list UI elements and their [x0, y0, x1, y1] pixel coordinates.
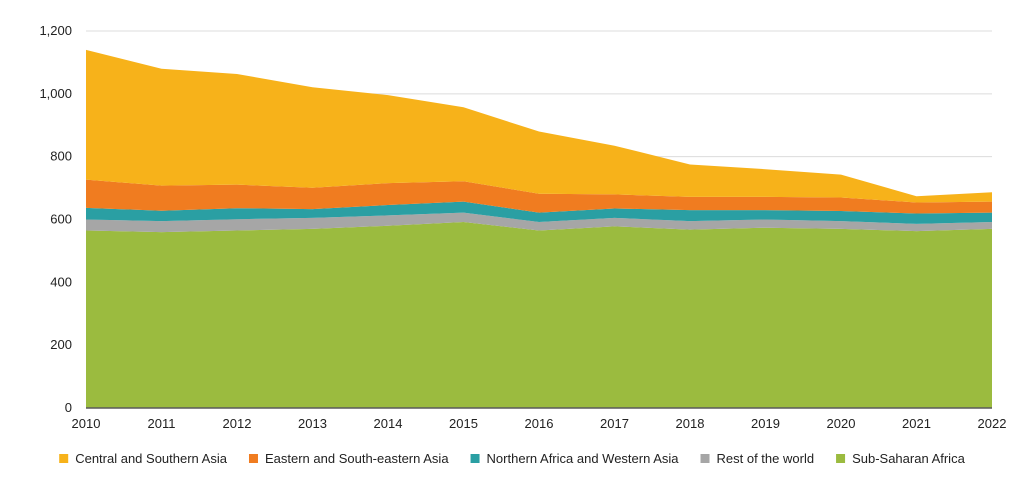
area-northern-africa-and-western-asia — [86, 201, 992, 224]
x-tick-label: 2020 — [827, 416, 856, 431]
legend: Central and Southern Asia Eastern and Sou… — [59, 451, 966, 466]
legend-item: Central and Southern Asia — [59, 451, 228, 466]
x-tick-label: 2016 — [525, 416, 554, 431]
y-tick-label: 400 — [50, 274, 72, 289]
legend-swatch — [836, 454, 846, 463]
x-tick-label: 2010 — [72, 416, 101, 431]
legend-swatch — [248, 454, 258, 463]
area-series — [86, 49, 992, 408]
legend-label: Rest of the world — [717, 451, 815, 466]
y-tick-label: 1,200 — [39, 23, 72, 38]
x-tick-label: 2015 — [449, 416, 478, 431]
area-central-and-southern-asia — [86, 49, 992, 203]
legend-swatch — [470, 454, 480, 463]
x-tick-label: 2014 — [374, 416, 403, 431]
y-tick-label: 600 — [50, 212, 72, 227]
legend-label: Eastern and South-eastern Asia — [265, 451, 449, 466]
legend-item: Eastern and South-eastern Asia — [248, 451, 449, 466]
area-sub-saharan-africa — [86, 222, 992, 408]
x-tick-label: 2019 — [751, 416, 780, 431]
legend-item: Rest of the world — [700, 451, 815, 466]
area-eastern-and-south-eastern-asia — [86, 179, 992, 214]
x-tick-label: 2012 — [223, 416, 252, 431]
legend-label: Northern Africa and Western Asia — [487, 451, 680, 466]
y-axis-ticks: 0 200 400 600 800 1,000 1,200 — [39, 23, 72, 415]
x-tick-label: 2022 — [978, 416, 1007, 431]
x-axis-ticks: 2010 2011 2012 2013 2014 2015 2016 2017 2018 2019… — [72, 416, 1007, 431]
legend-item: Northern Africa and Western Asia — [470, 451, 680, 466]
x-tick-label: 2018 — [676, 416, 705, 431]
x-tick-label: 2011 — [148, 416, 176, 431]
y-tick-label: 200 — [50, 337, 72, 352]
legend-label: Sub-Saharan Africa — [852, 451, 966, 466]
legend-swatch — [700, 454, 710, 463]
x-tick-label: 2017 — [600, 416, 629, 431]
area-rest-of-the-world — [86, 212, 992, 233]
y-tick-label: 800 — [50, 149, 72, 164]
y-tick-label: 1,000 — [39, 86, 72, 101]
x-tick-label: 2013 — [298, 416, 327, 431]
x-tick-label: 2021 — [902, 416, 931, 431]
legend-label: Central and Southern Asia — [75, 451, 228, 466]
legend-swatch — [59, 454, 69, 463]
y-tick-label: 0 — [65, 400, 72, 415]
legend-item: Sub-Saharan Africa — [836, 451, 966, 466]
